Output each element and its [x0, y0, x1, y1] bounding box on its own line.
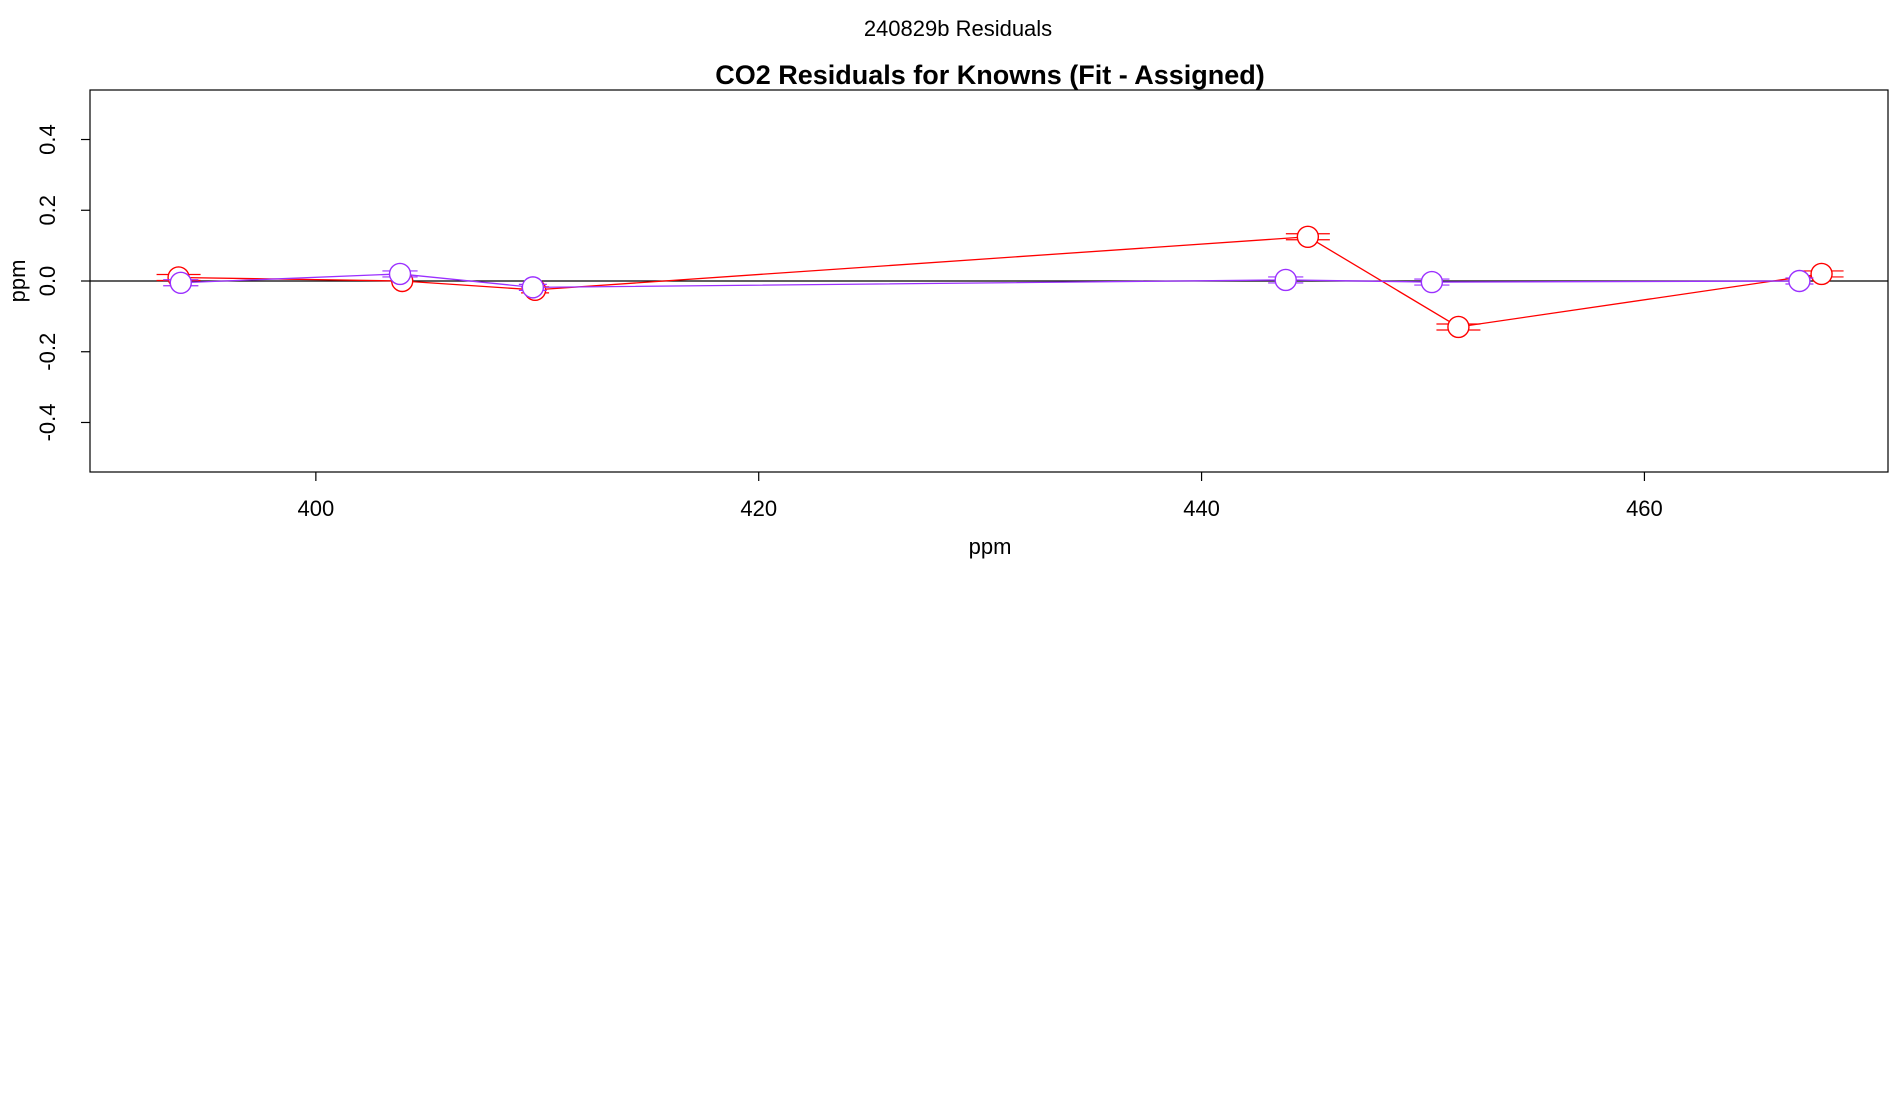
y-tick-label: 0.0 [35, 266, 60, 297]
figure-suptitle: 240829b Residuals [864, 16, 1052, 41]
series-1-line [178, 236, 1822, 328]
series-1-point [1447, 315, 1470, 339]
series-1-point [1810, 262, 1833, 286]
series-2-point [169, 271, 192, 294]
x-tick-label: 440 [1183, 496, 1220, 521]
x-axis-label: ppm [969, 534, 1012, 559]
chart-title: CO2 Residuals for Knowns (Fit - Assigned… [715, 60, 1265, 90]
y-tick-label: 0.4 [35, 124, 60, 155]
y-axis-label: ppm [5, 260, 30, 303]
series-2-point [521, 276, 545, 299]
series-2-point [1274, 268, 1297, 292]
x-tick-label: 460 [1626, 496, 1663, 521]
x-tick-label: 400 [297, 496, 334, 521]
series-2-point [1420, 270, 1444, 294]
series-2-point [388, 262, 412, 286]
series-2-point [1788, 269, 1811, 293]
y-tick-label: -0.2 [35, 333, 60, 371]
series-2-line [180, 273, 1800, 289]
series-1-point [1296, 225, 1320, 248]
y-tick-label: -0.4 [35, 404, 60, 442]
x-tick-label: 420 [740, 496, 777, 521]
y-tick-label: 0.2 [35, 195, 60, 226]
plot-area: 400 420 440 460 -0.4 -0.2 0.0 0.2 0.4 [35, 89, 1889, 521]
